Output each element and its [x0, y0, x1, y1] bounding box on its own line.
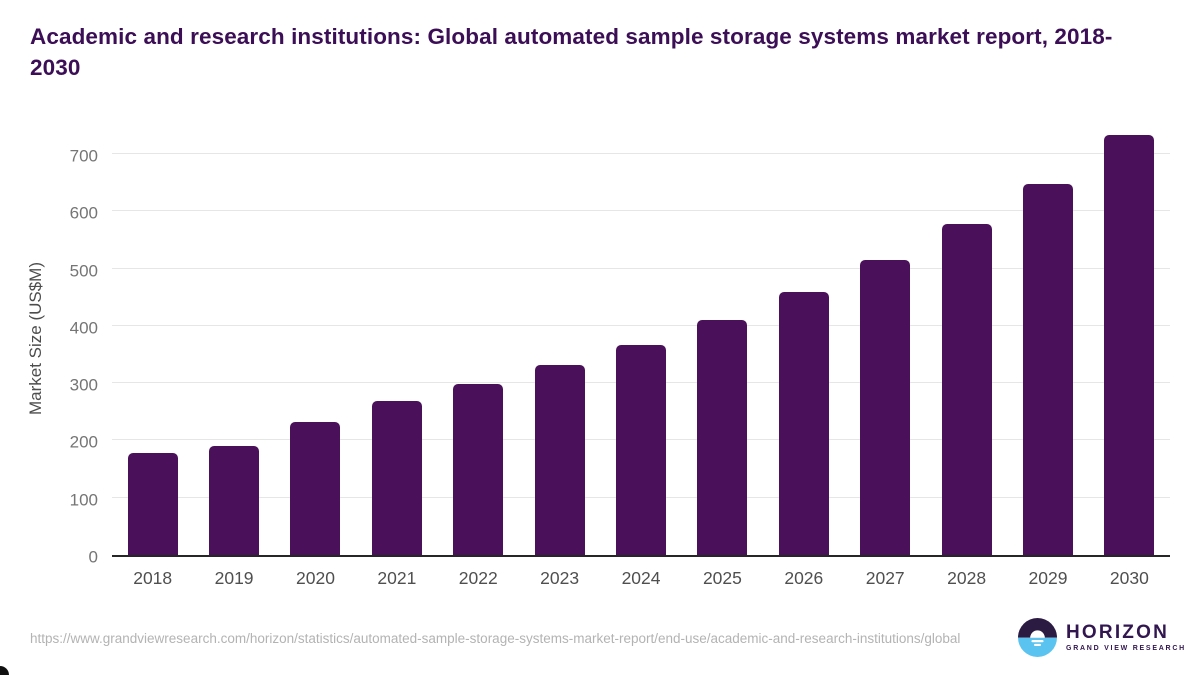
gridline-500 — [112, 267, 1170, 269]
x-tick-label-2018: 2018 — [133, 568, 173, 588]
bar-2028 — [941, 224, 992, 555]
gridline-700 — [112, 153, 1170, 154]
x-tick-label-2030: 2030 — [1109, 568, 1149, 588]
y-tick-label-400: 400 — [69, 318, 98, 338]
bar-2024 — [616, 345, 667, 555]
x-tick-label-2028: 2028 — [947, 568, 987, 588]
bar-2022 — [453, 384, 504, 555]
x-tick-label-2023: 2023 — [540, 568, 580, 588]
horizon-logo-icon — [1018, 618, 1057, 657]
x-tick-label-2027: 2027 — [865, 568, 905, 588]
plot-area — [112, 120, 1170, 557]
bar-slot-2021 — [356, 401, 437, 555]
logo-text: HORIZON GRAND VIEW RESEARCH — [1066, 623, 1186, 652]
bars-row — [112, 120, 1170, 555]
source-url: https://www.grandviewresearch.com/horizo… — [30, 631, 961, 646]
logo-subtitle: GRAND VIEW RESEARCH — [1066, 645, 1186, 652]
y-axis-ticks: 0 100 200 300 400 500 600 700 — [40, 120, 98, 566]
logo-sun-icon — [1030, 630, 1045, 638]
bar-slot-2028 — [926, 224, 1007, 555]
gridline-400 — [112, 324, 1170, 326]
y-tick-label-600: 600 — [69, 203, 98, 223]
bar-slot-2030 — [1089, 135, 1170, 555]
bar-slot-2024 — [600, 345, 681, 555]
x-axis-labels: 2018 2019 2020 2021 2022 2023 2024 2025 2026 2027… — [112, 568, 1170, 589]
bar-slot-2026 — [763, 292, 844, 555]
gridline-600 — [112, 210, 1170, 212]
y-tick-label-0: 0 — [88, 547, 98, 567]
bar-slot-2018 — [112, 453, 193, 555]
x-tick-label-2020: 2020 — [296, 568, 335, 588]
bar-2021 — [371, 401, 422, 555]
bar-2018 — [127, 453, 178, 555]
logo-brand: HORIZON — [1066, 622, 1170, 643]
bar-2023 — [534, 365, 585, 555]
bar-2020 — [290, 422, 341, 555]
horizon-logo: HORIZON GRAND VIEW RESEARCH — [1018, 618, 1186, 657]
bar-2019 — [209, 446, 260, 555]
logo-reflection-line-1 — [1031, 640, 1044, 643]
x-tick-label-2019: 2019 — [214, 568, 254, 588]
logo-reflection-line-2 — [1033, 643, 1042, 646]
bar-slot-2020 — [275, 422, 356, 555]
logo-sky-half — [1018, 618, 1057, 638]
logo-sea-half — [1018, 637, 1057, 657]
bar-slot-2029 — [1007, 184, 1088, 555]
y-tick-label-700: 700 — [69, 146, 98, 166]
x-tick-label-2024: 2024 — [621, 568, 661, 588]
bar-slot-2019 — [193, 446, 274, 555]
y-tick-label-300: 300 — [69, 375, 98, 395]
page-title: Academic and research institutions: Glob… — [30, 24, 1113, 80]
bar-slot-2023 — [519, 365, 600, 555]
x-tick-label-2026: 2026 — [784, 568, 824, 588]
y-tick-label-500: 500 — [69, 261, 98, 281]
y-tick-label-200: 200 — [69, 432, 98, 452]
bar-slot-2027 — [845, 260, 926, 555]
x-tick-label-2025: 2025 — [702, 568, 742, 588]
x-tick-label-2029: 2029 — [1028, 568, 1068, 588]
y-tick-label-100: 100 — [69, 490, 98, 510]
corner-artifact — [0, 666, 9, 675]
x-tick-label-2021: 2021 — [377, 568, 417, 588]
bar-slot-2025 — [682, 320, 763, 555]
x-tick-label-2022: 2022 — [458, 568, 498, 588]
bar-slot-2022 — [438, 384, 519, 555]
bar-2025 — [697, 320, 748, 555]
bar-2030 — [1104, 135, 1155, 555]
bar-2029 — [1022, 184, 1073, 555]
bar-2026 — [778, 292, 829, 555]
bar-2027 — [860, 260, 911, 555]
